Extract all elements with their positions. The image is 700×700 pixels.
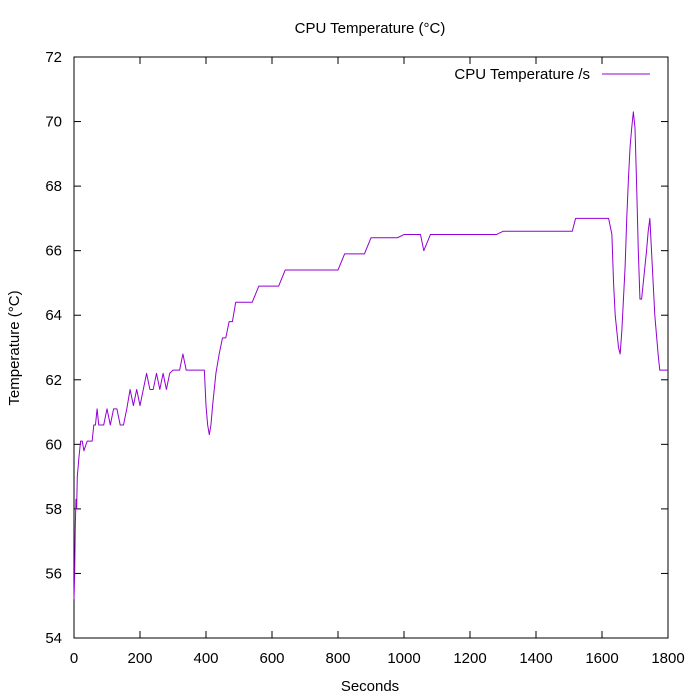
y-tick-label: 58 (45, 501, 62, 518)
y-tick-label: 70 (45, 114, 62, 131)
chart-title: CPU Temperature (°C) (295, 20, 446, 37)
y-tick-label: 66 (45, 243, 62, 260)
y-tick-label: 72 (45, 49, 62, 66)
x-tick-label: 1600 (585, 650, 618, 667)
x-tick-label: 600 (259, 650, 284, 667)
x-tick-label: 0 (70, 650, 78, 667)
y-tick-label: 54 (45, 630, 62, 647)
x-tick-label: 1800 (651, 650, 684, 667)
y-tick-label: 62 (45, 372, 62, 389)
y-axis: 54 56 58 60 62 64 66 68 70 72 (45, 49, 668, 647)
x-axis-title: Seconds (341, 678, 399, 695)
y-tick-label: 68 (45, 178, 62, 195)
y-axis-title: Temperature (°C) (6, 290, 23, 405)
x-tick-label: 1400 (519, 650, 552, 667)
legend-label: CPU Temperature /s (454, 66, 590, 83)
y-tick-label: 60 (45, 436, 62, 453)
x-tick-label: 800 (325, 650, 350, 667)
plot-frame (73, 56, 669, 639)
y-tick-label: 56 (45, 565, 62, 582)
x-tick-label: 400 (193, 650, 218, 667)
series-layer (73, 111, 668, 600)
series-line (73, 111, 668, 600)
x-tick-label: 1000 (387, 650, 420, 667)
y-tick-label: 64 (45, 307, 62, 324)
x-tick-label: 200 (127, 650, 152, 667)
x-axis: 0 200 400 600 800 1000 1200 1400 1600 1800 (70, 57, 685, 667)
legend: CPU Temperature /s (454, 66, 650, 83)
x-tick-label: 1200 (453, 650, 486, 667)
